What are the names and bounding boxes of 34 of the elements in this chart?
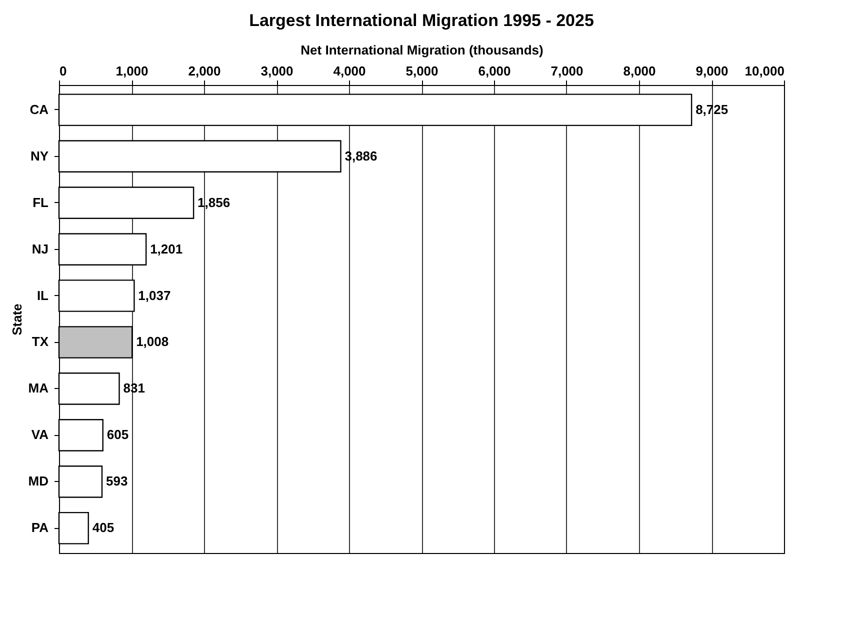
x-tick-label: 3,000 xyxy=(260,64,294,78)
data-label: 1,201 xyxy=(150,241,183,256)
x-tick-label: 4,000 xyxy=(333,64,366,78)
y-tick-label: TX xyxy=(32,334,49,350)
bar xyxy=(58,372,120,405)
y-tick-label: VA xyxy=(31,427,50,442)
x-tick-label: 8,000 xyxy=(623,64,656,78)
chart-title: Largest International Migration 1995 - 2025 xyxy=(249,11,594,30)
data-label: 605 xyxy=(106,427,129,442)
x-tick-label: 6,000 xyxy=(478,64,511,78)
bar xyxy=(58,465,103,498)
y-tick-label: PA xyxy=(31,520,50,536)
x-tick-label: 0 xyxy=(60,64,67,78)
y-axis-title: State xyxy=(9,304,24,336)
y-tick-label: MD xyxy=(28,474,48,489)
x-tick-label: 2,000 xyxy=(188,64,221,78)
y-tick-label: NJ xyxy=(32,241,48,256)
x-tick-label: 5,000 xyxy=(406,64,438,78)
x-tick-label: 10,000 xyxy=(744,64,784,78)
bar xyxy=(58,419,104,452)
y-tick-label: MA xyxy=(28,380,50,396)
x-tick-label: 1,000 xyxy=(116,64,148,78)
y-tick-label: FL xyxy=(32,194,49,210)
y-tick-label: IL xyxy=(36,288,49,303)
x-tick-label: 7,000 xyxy=(550,64,584,78)
x-axis-title: Net International Migration (thousands) xyxy=(300,42,544,58)
data-label: 1,037 xyxy=(138,288,171,303)
x-tick-label: 9,000 xyxy=(696,64,728,78)
bar xyxy=(58,512,89,544)
y-tick-label: NY xyxy=(30,148,49,164)
data-label: 1,008 xyxy=(136,334,169,350)
data-label: 593 xyxy=(106,474,128,489)
y-tick-label: CA xyxy=(30,102,50,117)
data-label: 405 xyxy=(92,520,114,536)
